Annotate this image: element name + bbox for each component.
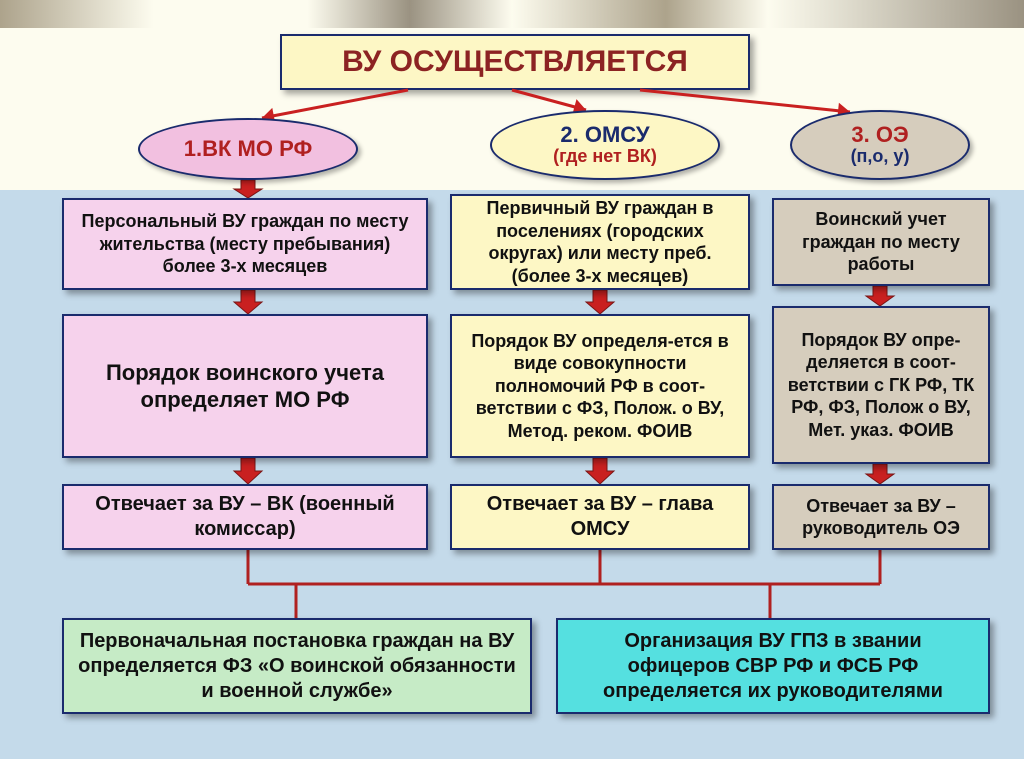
box-text: Отвечает за ВУ – ВК (военный комиссар) (74, 492, 416, 542)
ellipse-title: 1.ВК МО РФ (184, 137, 313, 161)
ellipse-col3: 3. ОЭ(п,о, у) (790, 110, 970, 180)
footer-box-1: Первоначальная постановка граждан на ВУ … (62, 618, 532, 714)
box-text: Персональный ВУ граждан по месту жительс… (74, 210, 416, 278)
box-text: Порядок воинского учета определяет МО РФ (74, 359, 416, 414)
box-text: Воинский учет граждан по месту работы (784, 208, 978, 276)
col1-box2: Порядок воинского учета определяет МО РФ (62, 314, 428, 458)
ellipse-subtitle: (п,о, у) (851, 147, 910, 167)
ellipse-col1: 1.ВК МО РФ (138, 118, 358, 180)
col3-box1: Воинский учет граждан по месту работы (772, 198, 990, 286)
box-text: Порядок ВУ определя-ется в виде совокупн… (462, 330, 738, 443)
title-text: ВУ ОСУЩЕСТВЛЯЕТСЯ (342, 43, 688, 81)
ellipse-subtitle: (где нет ВК) (553, 147, 657, 167)
box-text: Отвечает за ВУ – руководитель ОЭ (784, 495, 978, 540)
ellipse-title: 2. ОМСУ (560, 123, 649, 147)
box-text: Отвечает за ВУ – глава ОМСУ (462, 492, 738, 542)
col1-box1: Персональный ВУ граждан по месту жительс… (62, 198, 428, 290)
ellipse-title: 3. ОЭ (851, 123, 908, 147)
title-box: ВУ ОСУЩЕСТВЛЯЕТСЯ (280, 34, 750, 90)
footer-box-2: Организация ВУ ГПЗ в звании офицеров СВР… (556, 618, 990, 714)
col2-box1: Первичный ВУ граждан в поселениях (город… (450, 194, 750, 290)
col2-box3: Отвечает за ВУ – глава ОМСУ (450, 484, 750, 550)
box-text: Первоначальная постановка граждан на ВУ … (78, 629, 516, 704)
col2-box2: Порядок ВУ определя-ется в виде совокупн… (450, 314, 750, 458)
col1-box3: Отвечает за ВУ – ВК (военный комиссар) (62, 484, 428, 550)
diagram-canvas: ВУ ОСУЩЕСТВЛЯЕТСЯ 1.ВК МО РФ Персональный… (0, 0, 1024, 759)
col3-box3: Отвечает за ВУ – руководитель ОЭ (772, 484, 990, 550)
box-text: Организация ВУ ГПЗ в звании офицеров СВР… (572, 629, 974, 704)
ellipse-col2: 2. ОМСУ(где нет ВК) (490, 110, 720, 180)
col3-box2: Порядок ВУ опре-деляется в соот-ветствии… (772, 306, 990, 464)
box-text: Первичный ВУ граждан в поселениях (город… (462, 197, 738, 287)
box-text: Порядок ВУ опре-деляется в соот-ветствии… (784, 329, 978, 442)
